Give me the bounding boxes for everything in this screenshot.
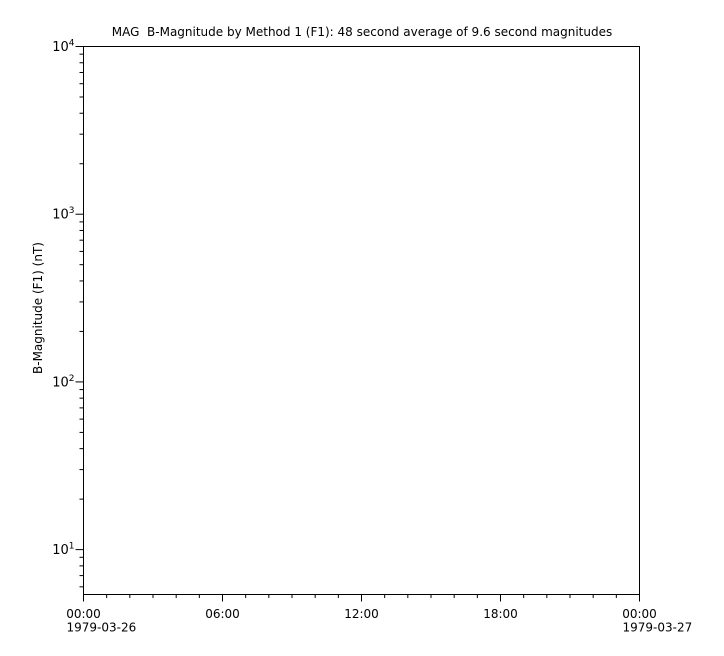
x-tick-label: 00:00 (622, 607, 657, 621)
x-date-label: 1979-03-27 (623, 621, 693, 635)
plot-title: MAG B-Magnitude by Method 1 (F1): 48 sec… (111, 25, 613, 39)
y-tick-label: 103 (52, 206, 74, 223)
y-tick-label: 104 (52, 39, 75, 56)
plot-frame (83, 46, 640, 595)
x-tick-label: 18:00 (483, 607, 518, 621)
x-tick-label: 12:00 (344, 607, 379, 621)
x-date-label: 1979-03-26 (67, 621, 137, 635)
y-tick-label: 102 (52, 374, 74, 391)
x-tick-label: 06:00 (205, 607, 240, 621)
y-tick-label: 101 (52, 542, 74, 559)
x-tick-label: 00:00 (66, 607, 101, 621)
